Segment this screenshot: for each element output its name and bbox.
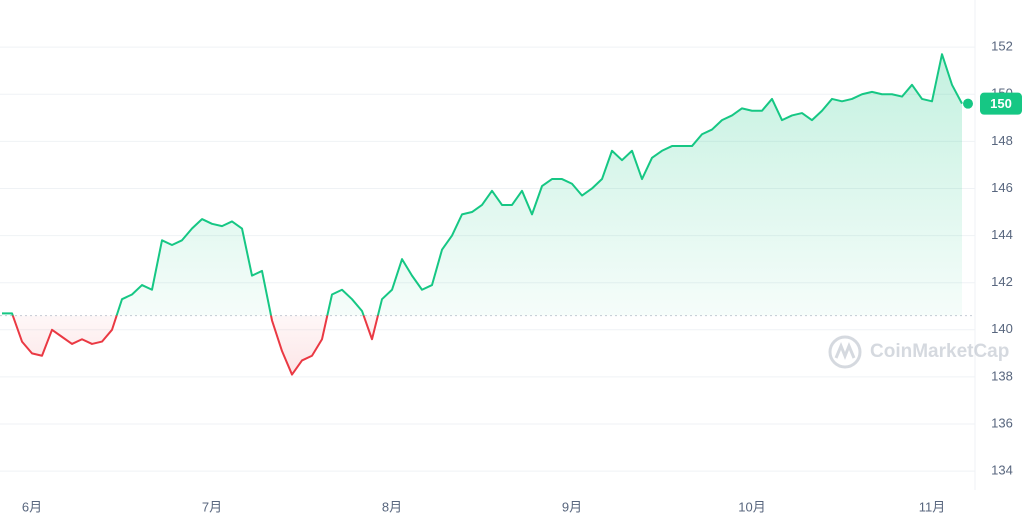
x-tick-label: 11月	[919, 499, 946, 514]
y-tick-label: 140	[991, 321, 1013, 336]
x-tick-label: 9月	[562, 499, 582, 514]
y-tick-label: 146	[991, 180, 1013, 195]
area	[2, 54, 962, 375]
price-tag	[980, 92, 1022, 115]
y-tick-label: 152	[991, 39, 1013, 54]
x-tick-label: 6月	[22, 499, 42, 514]
watermark: CoinMarketCap	[828, 335, 1009, 369]
y-tick-label: 142	[991, 274, 1013, 289]
price-line	[2, 53, 963, 376]
y-tick-label: 148	[991, 133, 1013, 148]
y-tick-label: 138	[991, 368, 1013, 383]
price-tag-label: 150	[990, 96, 1012, 111]
y-tick-label: 136	[991, 415, 1013, 430]
last-point	[963, 98, 973, 109]
watermark-text: CoinMarketCap	[870, 341, 1009, 362]
x-tick-label: 8月	[382, 499, 402, 514]
y-tick-label: 144	[991, 227, 1013, 242]
y-tick-label: 134	[991, 463, 1013, 478]
x-tick-label: 7月	[202, 499, 222, 514]
x-tick-label: 10月	[738, 499, 765, 514]
